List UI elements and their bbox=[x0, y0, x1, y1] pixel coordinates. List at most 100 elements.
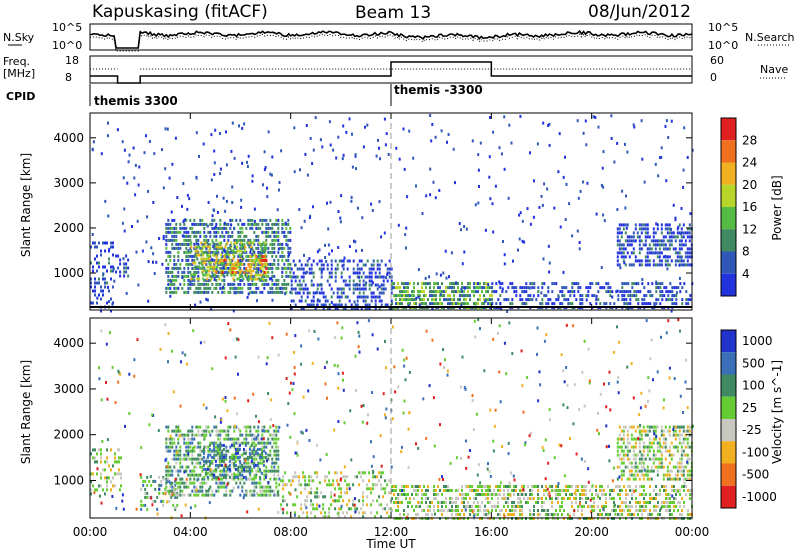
heatmap-cell bbox=[187, 286, 190, 290]
heatmap-cell bbox=[241, 489, 244, 493]
heatmap-cell bbox=[445, 501, 447, 504]
heatmap-cell bbox=[294, 275, 297, 279]
heatmap-cell bbox=[312, 271, 315, 275]
heatmap-cell bbox=[354, 240, 357, 244]
heatmap-cell bbox=[682, 425, 685, 429]
heatmap-cell bbox=[678, 441, 681, 445]
heatmap-cell bbox=[256, 257, 259, 261]
heatmap-cell bbox=[632, 445, 635, 449]
heatmap-cell bbox=[686, 437, 689, 441]
heatmap-cell bbox=[256, 273, 259, 277]
heatmap-cell bbox=[275, 457, 278, 461]
heatmap-cell bbox=[631, 294, 634, 298]
heatmap-cell bbox=[260, 277, 263, 281]
heatmap-cell bbox=[595, 493, 597, 496]
heatmap-cell bbox=[104, 468, 106, 472]
heatmap-cell bbox=[421, 509, 423, 512]
heatmap-cell bbox=[205, 493, 208, 497]
heatmap-cell bbox=[213, 449, 216, 453]
heatmap-cell bbox=[231, 286, 234, 290]
heatmap-cell bbox=[412, 156, 415, 160]
heatmap-cell bbox=[655, 493, 657, 496]
heatmap-cell bbox=[393, 485, 395, 488]
heatmap-cell bbox=[193, 493, 196, 497]
heatmap-cell bbox=[632, 251, 635, 255]
heatmap-cell bbox=[106, 301, 108, 305]
heatmap-cell bbox=[165, 469, 168, 473]
heatmap-cell bbox=[316, 487, 319, 491]
heatmap-cell bbox=[201, 477, 204, 481]
heatmap-cell bbox=[213, 493, 216, 497]
heatmap-cell bbox=[214, 273, 217, 277]
heatmap-cell bbox=[183, 441, 186, 445]
heatmap-cell bbox=[203, 493, 206, 497]
heatmap-cell bbox=[413, 294, 415, 298]
heatmap-cell bbox=[595, 485, 597, 488]
heatmap-cell bbox=[461, 262, 464, 266]
heatmap-cell bbox=[285, 290, 288, 294]
heatmap-cell bbox=[233, 226, 235, 230]
heatmap-cell bbox=[247, 461, 250, 465]
heatmap-cell bbox=[258, 261, 261, 265]
heatmap-cell bbox=[380, 471, 383, 475]
heatmap-cell bbox=[664, 445, 667, 449]
heatmap-cell bbox=[312, 479, 315, 483]
heatmap-cell bbox=[360, 507, 363, 511]
heatmap-cell bbox=[356, 275, 359, 279]
heatmap-cell bbox=[503, 497, 505, 500]
heatmap-cell bbox=[100, 472, 102, 476]
heatmap-cell bbox=[635, 485, 637, 488]
heatmap-cell bbox=[290, 287, 293, 291]
heatmap-cell bbox=[350, 195, 353, 199]
heatmap-cell bbox=[579, 302, 582, 306]
heatmap-cell bbox=[653, 302, 656, 306]
heatmap-cell bbox=[318, 267, 321, 271]
heatmap-cell bbox=[181, 204, 183, 208]
heatmap-cell bbox=[664, 223, 667, 227]
heatmap-cell bbox=[193, 445, 196, 449]
heatmap-cell bbox=[330, 503, 333, 507]
heatmap-cell bbox=[555, 509, 557, 512]
heatmap-cell bbox=[153, 272, 156, 275]
heatmap-cell bbox=[230, 443, 233, 447]
heatmap-cell bbox=[523, 485, 525, 488]
heatmap-cell bbox=[271, 222, 274, 226]
heatmap-cell bbox=[616, 141, 619, 145]
power-heatmap-cells bbox=[90, 114, 694, 313]
heatmap-cell bbox=[189, 493, 192, 497]
heatmap-cell bbox=[110, 265, 112, 269]
heatmap-cell bbox=[581, 294, 584, 298]
heatmap-cell bbox=[173, 465, 176, 469]
heatmap-cell bbox=[676, 465, 679, 469]
heatmap-cell bbox=[638, 441, 641, 445]
heatmap-cell bbox=[263, 445, 266, 449]
heatmap-cell bbox=[257, 433, 260, 437]
heatmap-cell bbox=[477, 485, 479, 488]
heatmap-cell bbox=[584, 119, 587, 123]
heatmap-cell bbox=[275, 278, 278, 282]
heatmap-cell bbox=[108, 476, 110, 480]
heatmap-cell bbox=[423, 302, 425, 306]
heatmap-cell bbox=[106, 456, 108, 460]
heatmap-cell bbox=[273, 489, 276, 493]
heatmap-cell bbox=[561, 290, 564, 294]
heatmap-cell bbox=[225, 445, 228, 449]
heatmap-cell bbox=[165, 250, 168, 254]
heatmap-cell bbox=[154, 487, 157, 491]
heatmap-cell bbox=[231, 437, 234, 441]
heatmap-cell bbox=[253, 493, 256, 497]
heatmap-cell bbox=[673, 302, 676, 306]
heatmap-cell bbox=[551, 489, 553, 492]
heatmap-cell bbox=[397, 223, 400, 227]
heatmap-cell bbox=[193, 290, 196, 294]
heatmap-cell bbox=[461, 282, 463, 286]
heatmap-cell bbox=[253, 461, 256, 465]
heatmap-cell bbox=[277, 290, 280, 294]
heatmap-cell bbox=[240, 198, 243, 202]
heatmap-cell bbox=[686, 227, 689, 231]
heatmap-cell bbox=[669, 509, 671, 512]
heatmap-cell bbox=[615, 509, 617, 512]
heatmap-cell bbox=[453, 501, 455, 504]
heatmap-cell bbox=[201, 481, 204, 485]
heatmap-cell bbox=[255, 453, 258, 457]
